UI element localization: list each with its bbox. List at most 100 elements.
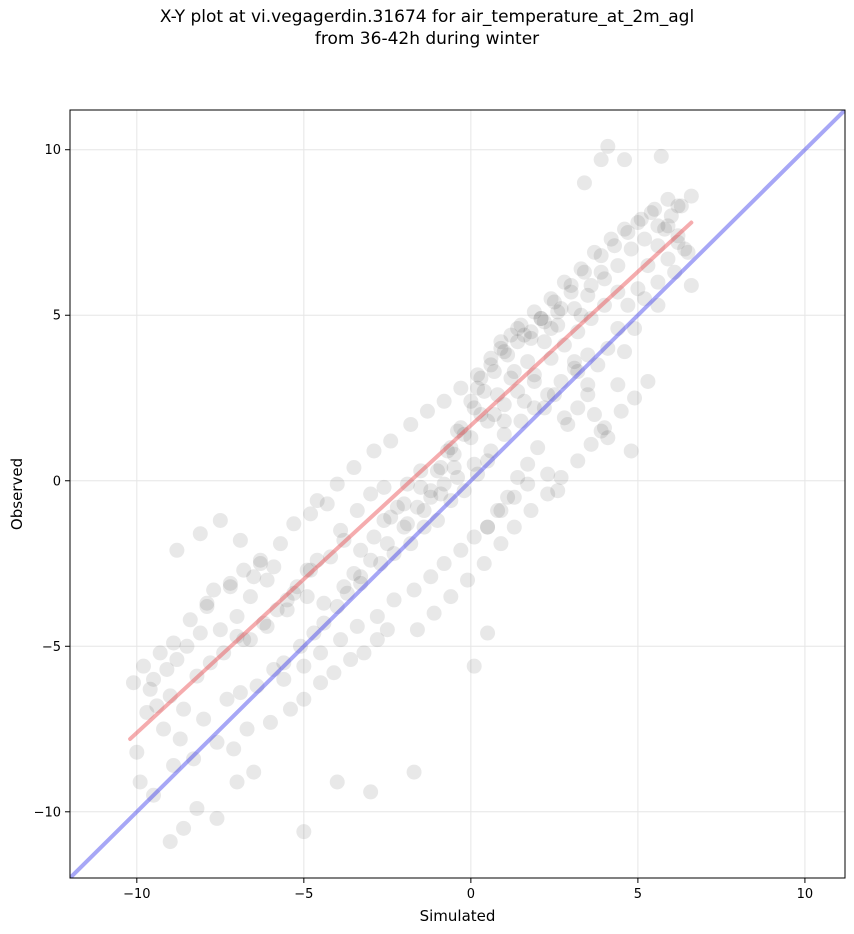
x-tick-label: 5 [634,887,642,902]
scatter-point [139,704,155,720]
scatter-point [553,301,569,317]
scatter-point [159,661,175,677]
scatter-point [353,575,369,591]
scatter-point [526,304,542,320]
scatter-point [683,277,699,293]
scatter-point [212,622,228,638]
scatter-point [316,615,332,631]
scatter-point [142,681,158,697]
scatter-point [596,297,612,313]
scatter-point [520,456,536,472]
scatter-point [550,483,566,499]
scatter-point [333,522,349,538]
scatter-point [590,357,606,373]
scatter-point [219,691,235,707]
scatter-point [456,426,472,442]
scatter-point [289,579,305,595]
scatter-point [483,443,499,459]
scatter-point [663,208,679,224]
scatter-point [583,277,599,293]
scatter-point [292,638,308,654]
scatter-point [222,579,238,595]
scatter-point [252,552,268,568]
scatter-point [677,241,693,257]
scatter-point [540,466,556,482]
scatter-point [369,632,385,648]
regression-line [128,220,694,741]
scatter-point [276,671,292,687]
scatter-point [209,734,225,750]
scatter-point [640,373,656,389]
scatter-point [670,234,686,250]
scatter-point [326,665,342,681]
scatter-point [363,784,379,800]
scatter-point [450,469,465,485]
x-tick-label: −10 [123,887,150,902]
scatter-point [296,691,312,707]
scatter-point [176,701,192,717]
scatter-point [617,344,633,360]
scatter-point [329,599,345,615]
y-tick-label: 10 [44,143,61,158]
y-tick-label: −5 [42,640,61,655]
scatter-point [423,489,439,505]
scatter-point [657,221,673,237]
scatter-point [256,615,272,631]
scatter-point [520,476,536,492]
scatter-point [650,274,666,290]
y-axis-label: Observed [8,458,26,530]
scatter-point [242,589,258,605]
scatter-point [596,420,612,436]
scatter-point [446,446,462,462]
chart-title-block: X-Y plot at vi.vegagerdin.31674 for air_… [0,6,854,50]
scatter-point [523,324,539,340]
scatter-point [466,658,482,674]
scatter-point [480,453,496,469]
scatter-point [670,198,686,214]
scatter-point [493,503,509,519]
scatter-point [423,569,439,585]
scatter-point [470,466,486,482]
scatter-point [563,277,579,293]
scatter-point [453,380,469,396]
scatter-point [252,556,268,572]
scatter-point [443,440,459,456]
scatter-point [513,413,529,429]
scatter-point [603,231,619,247]
scatter-point [473,370,489,386]
scatter-point [463,430,479,446]
scatter-point [162,688,178,704]
scatter-points [125,138,699,850]
scatter-point [266,559,282,575]
scatter-point [189,800,205,816]
scatter-point [647,201,663,217]
scatter-point [650,218,666,234]
scatter-point [436,476,452,492]
scatter-point [409,622,425,638]
scatter-point [573,261,589,277]
scatter-point [212,512,228,528]
scatter-point [353,542,369,558]
scatter-point [593,264,609,280]
scatter-point [232,532,248,548]
scatter-point [386,592,402,608]
scatter-point [389,499,405,515]
scatter-point [319,496,335,512]
scatter-point [450,423,465,439]
scatter-point [229,774,245,790]
scatter-point [566,301,582,317]
scatter-point [336,532,352,548]
scatter-point [536,400,552,416]
scatter-point [600,138,616,154]
scatter-point [309,552,325,568]
scatter-point [526,373,542,389]
scatter-point [553,373,569,389]
scatter-point [396,496,412,512]
scatter-point [169,542,185,558]
scatter-point [660,191,676,207]
y-tick-label: 0 [53,474,61,489]
scatter-point [152,645,168,661]
scatter-point [673,198,689,214]
scatter-point [520,354,536,370]
scatter-point [617,152,633,168]
